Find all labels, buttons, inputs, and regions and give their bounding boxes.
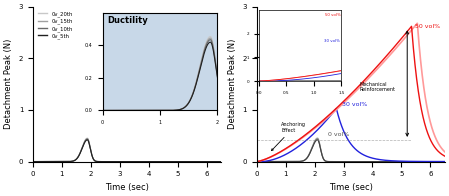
Text: Anchoring
Effect: Anchoring Effect xyxy=(272,122,306,151)
Text: 50 vol%: 50 vol% xyxy=(415,24,440,29)
X-axis label: Time (sec): Time (sec) xyxy=(329,183,373,192)
Legend: 0v_20th, 0v_15th, 0v_10th, 0v_5th: 0v_20th, 0v_15th, 0v_10th, 0v_5th xyxy=(35,9,75,41)
Text: 30 vol%: 30 vol% xyxy=(342,102,367,107)
Text: 0 vol%: 0 vol% xyxy=(328,132,349,137)
Text: Mechanical
Reinforcement: Mechanical Reinforcement xyxy=(360,82,396,92)
Y-axis label: Detachment Peak (N): Detachment Peak (N) xyxy=(228,39,237,129)
X-axis label: Time (sec): Time (sec) xyxy=(105,183,149,192)
Y-axis label: Detachment Peak (N): Detachment Peak (N) xyxy=(4,39,13,129)
